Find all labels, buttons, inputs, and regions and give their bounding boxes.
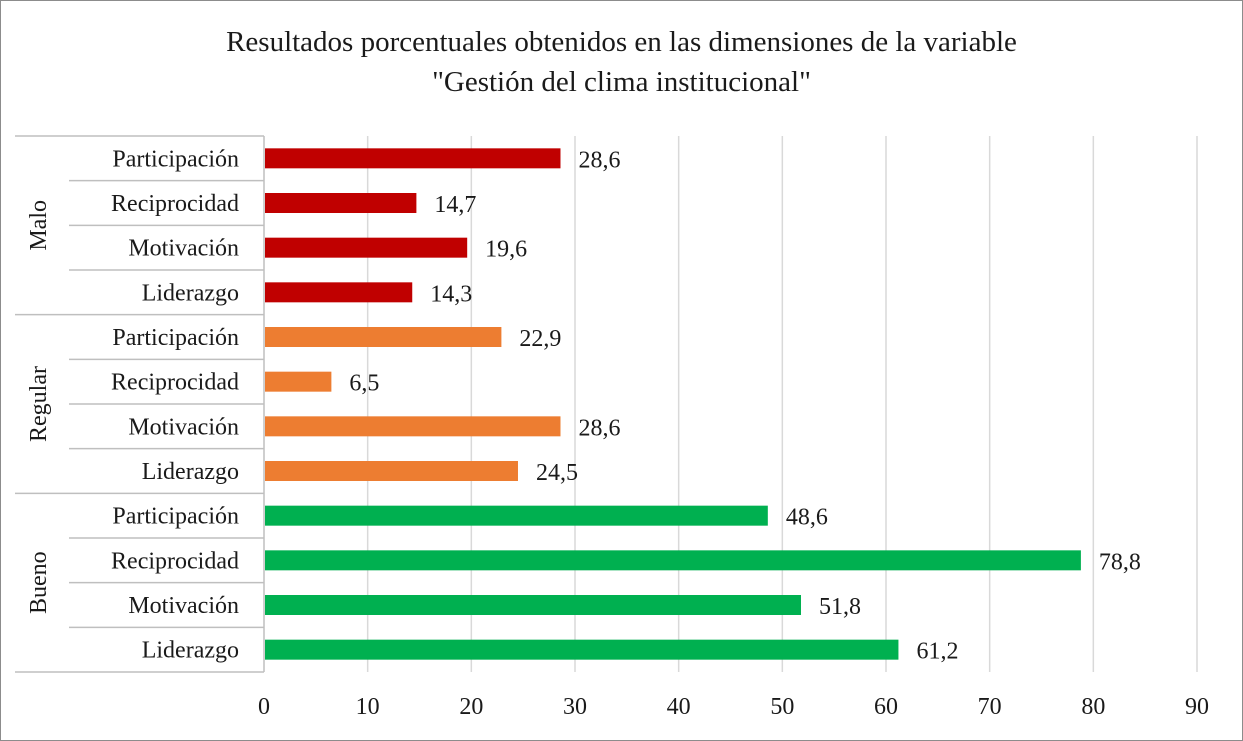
category-label: Motivación	[128, 236, 239, 262]
chart-title-line-1: Resultados porcentuales obtenidos en las…	[226, 26, 1017, 58]
bar	[265, 595, 801, 615]
category-label: Liderazgo	[142, 638, 239, 664]
category-label: Participación	[112, 325, 239, 351]
bar	[265, 461, 518, 481]
bar	[265, 327, 502, 347]
x-tick-label: 20	[459, 694, 483, 720]
x-tick-label: 90	[1185, 694, 1209, 720]
category-label: Participación	[112, 146, 239, 172]
category-label: Reciprocidad	[111, 370, 239, 396]
x-tick-label: 70	[978, 694, 1002, 720]
data-label: 28,6	[578, 415, 620, 441]
chart-title: Resultados porcentuales obtenidos en las…	[0, 22, 1243, 102]
category-label: Participación	[112, 504, 239, 530]
data-label: 22,9	[519, 326, 561, 352]
data-label: 19,6	[485, 237, 527, 263]
bar	[265, 505, 768, 526]
x-tick-label: 60	[874, 694, 898, 720]
data-label: 48,6	[786, 505, 828, 531]
x-tick-label: 40	[667, 694, 691, 720]
x-tick-label: 0	[258, 694, 270, 720]
category-label: Liderazgo	[142, 280, 239, 306]
bar	[265, 193, 417, 213]
data-label: 51,8	[819, 594, 861, 620]
bar	[265, 639, 899, 660]
data-label: 78,8	[1099, 549, 1141, 575]
bar	[265, 371, 332, 392]
group-label: Regular	[26, 366, 52, 442]
data-label: 28,6	[578, 147, 620, 173]
category-label: Reciprocidad	[111, 191, 239, 217]
bar	[265, 148, 561, 169]
data-label: 61,2	[916, 639, 958, 665]
category-label: Motivación	[128, 414, 239, 440]
category-label: Reciprocidad	[111, 548, 239, 574]
bar	[265, 282, 413, 303]
bar	[265, 237, 468, 258]
category-label: Motivación	[128, 593, 239, 619]
group-label: Bueno	[26, 551, 52, 614]
bar	[265, 550, 1081, 571]
data-label: 6,5	[349, 371, 379, 397]
x-tick-label: 50	[770, 694, 794, 720]
data-label: 24,5	[536, 460, 578, 486]
data-label: 14,3	[430, 281, 472, 307]
category-label: Liderazgo	[142, 459, 239, 485]
x-tick-label: 10	[356, 694, 380, 720]
x-tick-label: 80	[1081, 694, 1105, 720]
data-label: 14,7	[434, 192, 476, 218]
chart-title-line-2: "Gestión del clima institucional"	[432, 66, 811, 98]
x-tick-label: 30	[563, 694, 587, 720]
bar	[265, 416, 561, 437]
group-label: Malo	[26, 200, 52, 251]
